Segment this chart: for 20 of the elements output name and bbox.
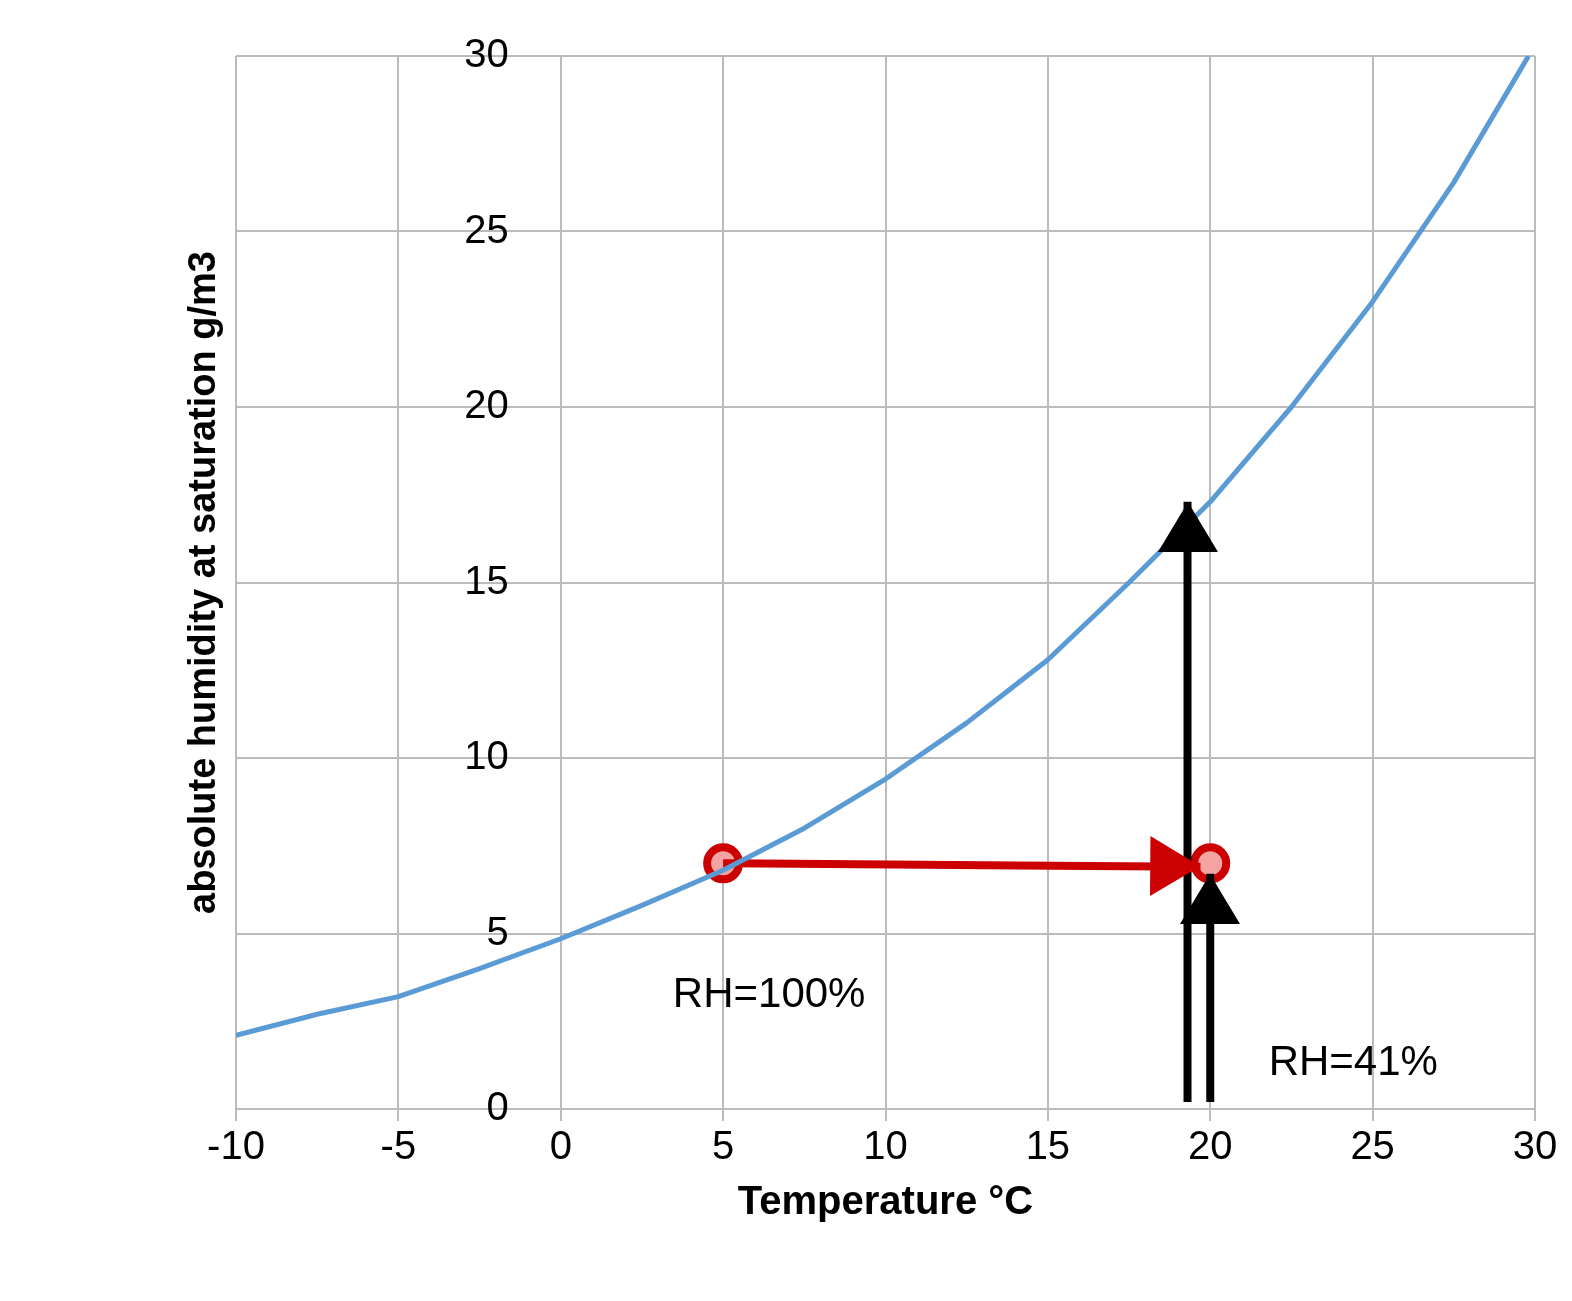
x-tick-label: -5 [380, 1123, 417, 1168]
annotation: RH=100% [672, 968, 866, 1016]
x-tick-label: -10 [207, 1123, 265, 1168]
y-tick-label: 25 [464, 206, 509, 251]
x-tick-label: 15 [1025, 1123, 1071, 1168]
x-tick-label: 30 [1512, 1123, 1558, 1168]
x-tick-label: 0 [549, 1123, 572, 1168]
y-tick-label: 0 [486, 1084, 509, 1129]
y-tick-label: 15 [464, 557, 509, 602]
y-tick-label: 30 [464, 31, 509, 76]
x-tick-label: 20 [1188, 1123, 1233, 1168]
y-tick-label: 20 [464, 382, 509, 427]
x-tick-label: 25 [1350, 1123, 1395, 1168]
y-tick-label: 10 [464, 733, 509, 778]
x-axis-title: Temperature °C [737, 1178, 1034, 1223]
y-axis-title: absolute humidity at saturation g/m3 [181, 251, 224, 914]
y-tick-label: 5 [486, 908, 509, 953]
annotation: RH=41% [1268, 1036, 1438, 1084]
x-tick-label: 10 [863, 1123, 908, 1168]
x-tick-label: 5 [712, 1123, 735, 1168]
